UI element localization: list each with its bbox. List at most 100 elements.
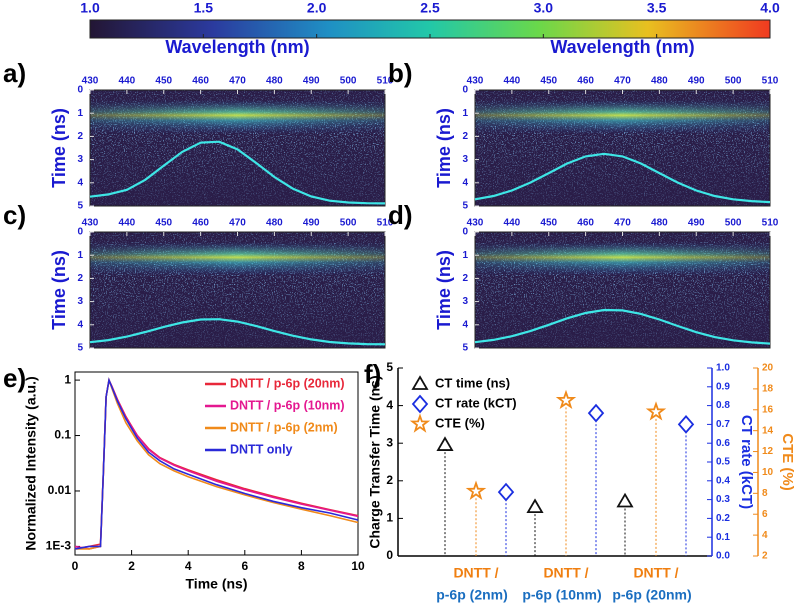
x-tick-label: 470 xyxy=(229,76,246,87)
y-axis-title: Normalized Intensity (a.u.) xyxy=(23,376,39,550)
y-tick-label: 4 xyxy=(77,177,83,188)
legend-marker xyxy=(411,394,429,414)
category-label: DNTT / xyxy=(543,565,588,581)
y-tick-label: 3 xyxy=(462,154,468,165)
y-tick-label: 1E-3 xyxy=(46,539,72,553)
legend-marker xyxy=(411,375,429,390)
y3-tick-label: 10 xyxy=(762,467,774,478)
y2-tick-label: 0.0 xyxy=(716,551,730,562)
x-tick-label: 460 xyxy=(577,218,594,229)
y-tick-label: 2 xyxy=(462,131,468,142)
x-tick-label: 480 xyxy=(651,76,668,87)
x-tick-label: 510 xyxy=(762,218,779,229)
y-tick-label: 2 xyxy=(77,273,83,284)
y-tick-label: 3 xyxy=(77,154,83,165)
x-tick-label: 430 xyxy=(82,76,99,87)
y-tick-label: 4 xyxy=(77,319,83,330)
x-tick-label: 0 xyxy=(72,559,79,573)
x-tick-label: 450 xyxy=(155,218,172,229)
y2-tick-label: 1.0 xyxy=(716,363,730,374)
marker xyxy=(587,403,605,423)
x-tick-label: 440 xyxy=(119,218,136,229)
y-tick-label: 5 xyxy=(386,360,393,374)
y-tick-label: 0 xyxy=(77,85,83,96)
y3-tick-label: 20 xyxy=(762,363,774,374)
x-tick-label: 480 xyxy=(266,76,283,87)
heatmap-panel: 430 440 450 460 470 480 490 500 510 0 1 2 3 4 5 Time (n… xyxy=(3,200,394,354)
y2-tick-label: 0.6 xyxy=(716,438,730,449)
colorbar-tick-label: 1.5 xyxy=(194,0,214,16)
x-tick-label: 430 xyxy=(467,76,484,87)
y-tick-label: 4 xyxy=(386,398,393,412)
y-tick-label: 5 xyxy=(462,201,468,212)
x-tick-label: 450 xyxy=(155,76,172,87)
colorbar-tick-label: 3.0 xyxy=(534,0,554,16)
panel-label: b) xyxy=(388,58,413,88)
y2-tick-label: 0.7 xyxy=(716,419,730,430)
y-tick-label: 4 xyxy=(462,319,468,330)
y3-tick-label: 6 xyxy=(762,509,768,520)
panel-label: d) xyxy=(388,200,413,230)
legend-label: CTE (%) xyxy=(435,415,485,430)
y-axis-title: Time (ns) xyxy=(49,250,69,330)
y-tick-label: 0 xyxy=(386,548,393,562)
y2-tick-label: 0.5 xyxy=(716,457,730,468)
y2-tick-label: 0.1 xyxy=(716,532,730,543)
heatmap-panel: 430 440 450 460 470 480 490 500 510 0 1 2 3 4 5 Wavelen… xyxy=(388,37,779,212)
heatmap-band xyxy=(475,100,770,134)
x-tick-label: 510 xyxy=(377,76,394,87)
x-axis-title: Wavelength (nm) xyxy=(550,37,694,57)
decay-line xyxy=(74,377,359,550)
x-tick-label: 500 xyxy=(725,218,742,229)
x-tick-label: 4 xyxy=(185,559,192,573)
x-tick-label: 8 xyxy=(298,559,305,573)
x-tick-label: 440 xyxy=(504,218,521,229)
x-tick-label: 6 xyxy=(241,559,248,573)
x-axis-title: Wavelength (nm) xyxy=(165,37,309,57)
y-tick-label: 2 xyxy=(77,131,83,142)
x-tick-label: 490 xyxy=(688,218,705,229)
y-tick-label: 1 xyxy=(462,108,468,119)
y3-axis-title: CTE (%) xyxy=(779,433,796,491)
category-label: p-6p (2nm) xyxy=(436,587,508,603)
y-tick-label: 4 xyxy=(462,177,468,188)
x-tick-label: 470 xyxy=(614,218,631,229)
x-tick-label: 470 xyxy=(614,76,631,87)
y-tick-label: 5 xyxy=(77,201,83,212)
marker xyxy=(436,436,454,451)
x-tick-label: 490 xyxy=(688,76,705,87)
y3-tick-label: 16 xyxy=(762,404,774,415)
x-tick-label: 2 xyxy=(128,559,135,573)
x-tick-label: 430 xyxy=(467,218,484,229)
spectrum-line xyxy=(89,140,386,205)
x-tick-label: 490 xyxy=(303,76,320,87)
x-tick-label: 460 xyxy=(192,218,209,229)
x-tick-label: 450 xyxy=(540,76,557,87)
spectrum-line xyxy=(474,308,771,345)
y-tick-label: 1 xyxy=(386,511,393,525)
x-tick-label: 460 xyxy=(577,76,594,87)
marker xyxy=(465,480,487,500)
marker xyxy=(526,498,544,514)
heatmap-panel: 430 440 450 460 470 480 490 500 510 0 1 2 3 4 5 Time (n… xyxy=(388,200,779,354)
x-tick-label: 450 xyxy=(540,218,557,229)
spectrum-line xyxy=(89,318,386,346)
y-tick-label: 0.1 xyxy=(54,428,71,442)
x-axis-title: Time (ns) xyxy=(186,576,248,592)
spectrum-line xyxy=(474,152,771,204)
x-tick-label: 440 xyxy=(504,76,521,87)
heatmap-panel: 430 440 450 460 470 480 490 500 510 0 1 2 3 4 5 Wavelen… xyxy=(3,37,394,212)
panel-label: c) xyxy=(3,200,26,230)
y2-tick-label: 0.8 xyxy=(716,400,730,411)
marker xyxy=(497,482,515,502)
marker xyxy=(616,492,634,508)
marker xyxy=(677,415,695,434)
category-label: p-6p (20nm) xyxy=(612,587,691,603)
x-tick-label: 510 xyxy=(377,218,394,229)
y2-tick-label: 0.2 xyxy=(716,513,730,524)
x-tick-label: 480 xyxy=(651,218,668,229)
y3-tick-label: 8 xyxy=(762,488,768,499)
colorbar-tick-label: 1.0 xyxy=(80,0,100,16)
marker xyxy=(645,401,667,421)
